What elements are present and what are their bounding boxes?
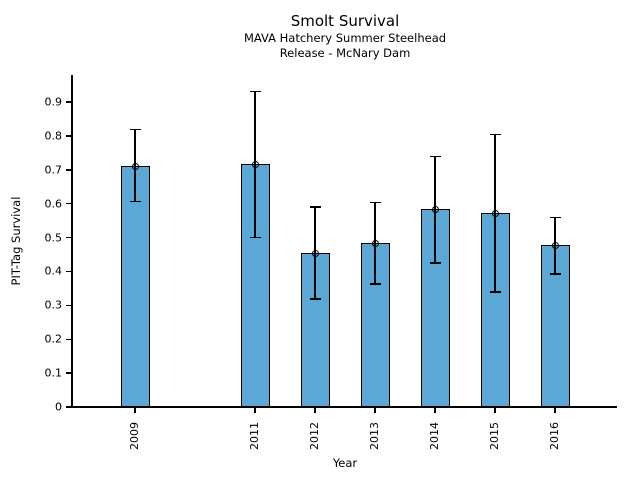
y-tick [66, 169, 71, 171]
y-tick [66, 203, 71, 205]
point-marker [131, 162, 139, 170]
error-bar-cap-bottom [429, 262, 441, 264]
error-bar-cap-top [309, 206, 321, 208]
x-tick [134, 408, 136, 413]
chart-title: Smolt Survival [290, 12, 400, 30]
error-bar-cap-top [549, 216, 561, 219]
x-axis-label: Year [332, 456, 358, 470]
point-marker [251, 160, 259, 168]
y-tick-label: 0.4 [44, 264, 63, 278]
bar-2009 [120, 166, 150, 407]
x-tick-label: 2015 [488, 422, 502, 450]
x-tick [254, 408, 256, 413]
bar-2016 [540, 245, 570, 407]
y-tick [66, 406, 71, 408]
x-tick-label: 2012 [308, 422, 322, 450]
x-tick-label: 2009 [128, 422, 142, 450]
y-axis-label: PIT-Tag Survival [9, 196, 23, 286]
y-tick-label: 0 [55, 400, 62, 414]
point-marker [431, 205, 439, 213]
error-bar-cap-top [489, 133, 501, 136]
x-tick [554, 408, 556, 413]
y-tick-label: 0.5 [44, 231, 63, 245]
x-tick-label: 2013 [368, 422, 382, 450]
error-bar-cap-top [129, 128, 141, 131]
point-marker [491, 209, 499, 217]
error-bar-cap-bottom [249, 236, 261, 239]
error-bar-cap-bottom [489, 291, 501, 293]
error-bar-cap-top [369, 201, 381, 204]
error-bar-cap-bottom [369, 283, 381, 285]
error-bar-cap-bottom [549, 273, 561, 275]
chart-subtitle-line2: Release - McNary Dam [279, 46, 411, 60]
point-marker [371, 239, 379, 247]
y-tick-label: 0.1 [44, 366, 63, 380]
y-tick [66, 101, 71, 103]
y-axis-spine [71, 75, 73, 408]
bar-2013 [360, 243, 390, 407]
y-tick [66, 372, 71, 374]
error-bar-cap-top [249, 90, 261, 93]
point-marker [311, 249, 319, 257]
y-tick-label: 0.6 [44, 197, 63, 211]
y-tick-label: 0.8 [44, 129, 63, 143]
x-tick-label: 2011 [248, 422, 262, 450]
y-tick-label: 0.2 [44, 332, 63, 346]
y-tick-label: 0.7 [44, 163, 63, 177]
y-tick [66, 304, 71, 307]
point-marker [551, 241, 559, 249]
x-tick [434, 408, 436, 413]
x-tick [314, 408, 316, 413]
y-tick [66, 338, 71, 340]
x-tick-label: 2016 [548, 422, 562, 450]
y-tick [66, 236, 71, 239]
y-tick-label: 0.3 [44, 298, 63, 312]
chart-subtitle-line1: MAVA Hatchery Summer Steelhead [243, 31, 447, 45]
y-tick [66, 270, 71, 273]
y-tick-label: 0.9 [44, 95, 63, 109]
error-bar-cap-bottom [309, 298, 321, 300]
error-bar-cap-top [429, 155, 441, 158]
x-tick [494, 408, 496, 413]
y-tick [66, 135, 71, 137]
x-tick [374, 408, 376, 413]
error-bar-cap-bottom [129, 200, 141, 203]
x-axis-spine [71, 406, 617, 408]
x-tick-label: 2014 [428, 422, 442, 450]
